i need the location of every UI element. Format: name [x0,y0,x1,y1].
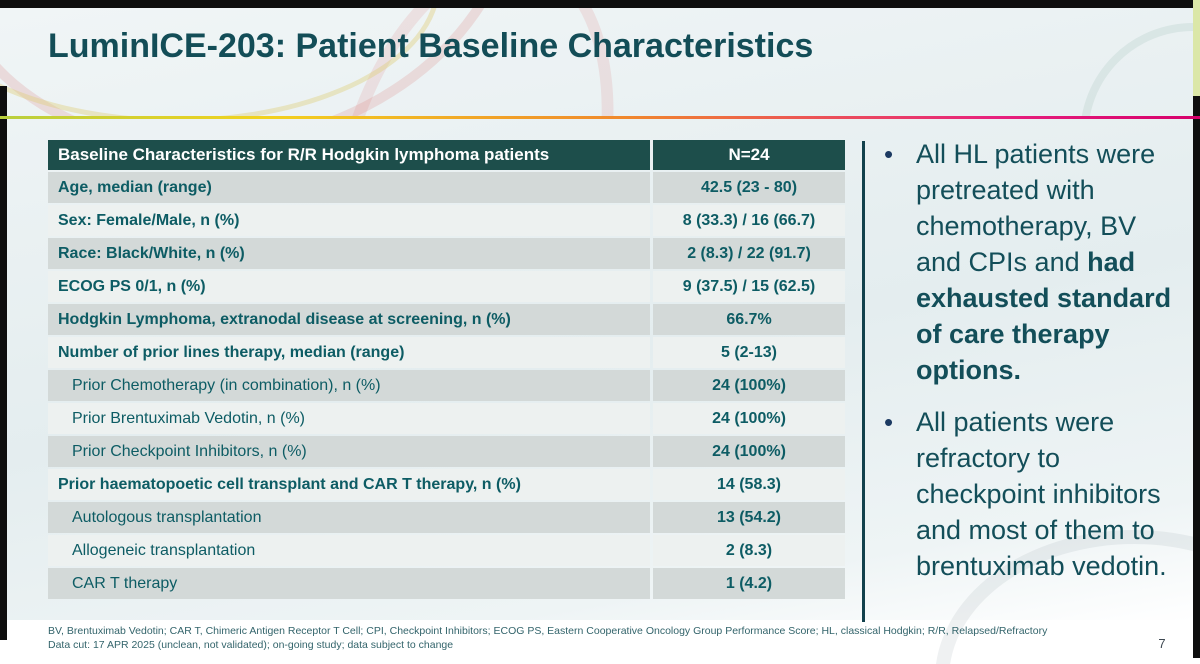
row-label: Race: Black/White, n (%) [48,238,650,269]
table-row: Prior Checkpoint Inhibitors, n (%) 24 (10… [48,436,845,467]
table-row: Race: Black/White, n (%) 2 (8.3) / 22 (91… [48,238,845,269]
row-label: Hodgkin Lymphoma, extranodal disease at … [48,304,650,335]
table-row: Prior haematopoetic cell transplant and … [48,469,845,500]
vertical-divider [862,141,865,622]
baseline-characteristics-table: Baseline Characteristics for R/R Hodgkin… [48,140,845,599]
row-label: Prior Chemotherapy (in combination), n (… [48,370,650,401]
title-divider-gradient [0,116,1200,119]
row-value: 5 (2-13) [653,337,845,368]
table-row: Sex: Female/Male, n (%) 8 (33.3) / 16 (66… [48,205,845,236]
key-point-text: All patients were refractory to checkpoi… [916,407,1167,581]
table-row: Autologous transplantation 13 (54.2) [48,502,845,533]
letterbox-left-bar [0,86,7,640]
row-label: Prior Checkpoint Inhibitors, n (%) [48,436,650,467]
row-value: 13 (54.2) [653,502,845,533]
row-value: 24 (100%) [653,436,845,467]
footnote-abbreviations: BV, Brentuximab Vedotin; CAR T, Chimeric… [48,625,1048,637]
row-value: 66.7% [653,304,845,335]
key-points-list: • All HL patients were pretreated with ch… [884,136,1188,600]
row-value: 24 (100%) [653,370,845,401]
key-point: • All patients were refractory to checkpo… [884,404,1188,584]
page-number: 7 [1158,636,1166,651]
bullet-icon: • [884,407,894,437]
footnote: BV, Brentuximab Vedotin; CAR T, Chimeric… [48,624,1108,652]
table-body: Age, median (range) 42.5 (23 - 80) Sex: Fe… [48,172,845,599]
table-header-n: N=24 [653,140,845,170]
row-label: Prior haematopoetic cell transplant and … [48,469,650,500]
table-row: CAR T therapy 1 (4.2) [48,568,845,599]
footnote-datacut: Data cut: 17 APR 2025 (unclean, not vali… [48,639,454,651]
row-label: Autologous transplantation [48,502,650,533]
right-edge-green-strip [1193,0,1200,96]
page-title: LuminICE-203: Patient Baseline Character… [48,27,814,65]
table-row: Allogeneic transplantation 2 (8.3) [48,535,845,566]
letterbox-right-bar [1193,96,1200,658]
table-row: Number of prior lines therapy, median (r… [48,337,845,368]
table-row: Prior Brentuximab Vedotin, n (%) 24 (100%… [48,403,845,434]
row-label: Age, median (range) [48,172,650,203]
table-row: Age, median (range) 42.5 (23 - 80) [48,172,845,203]
table-row: ECOG PS 0/1, n (%) 9 (37.5) / 15 (62.5) [48,271,845,302]
row-label: Prior Brentuximab Vedotin, n (%) [48,403,650,434]
row-value: 24 (100%) [653,403,845,434]
key-point-text: All HL patients were pretreated with che… [916,139,1172,385]
row-label: Allogeneic transplantation [48,535,650,566]
row-label: ECOG PS 0/1, n (%) [48,271,650,302]
bullet-icon: • [884,139,894,169]
title-decoration-band [0,8,1200,118]
row-value: 9 (37.5) / 15 (62.5) [653,271,845,302]
letterbox-top-bar [0,0,1200,8]
row-value: 2 (8.3) [653,535,845,566]
row-label: Number of prior lines therapy, median (r… [48,337,650,368]
table-row: Prior Chemotherapy (in combination), n (… [48,370,845,401]
row-label: CAR T therapy [48,568,650,599]
row-value: 14 (58.3) [653,469,845,500]
row-value: 2 (8.3) / 22 (91.7) [653,238,845,269]
table-header-label: Baseline Characteristics for R/R Hodgkin… [48,140,650,170]
row-value: 42.5 (23 - 80) [653,172,845,203]
key-point: • All HL patients were pretreated with ch… [884,136,1188,388]
row-value: 8 (33.3) / 16 (66.7) [653,205,845,236]
row-label: Sex: Female/Male, n (%) [48,205,650,236]
table-header-row: Baseline Characteristics for R/R Hodgkin… [48,140,845,170]
row-value: 1 (4.2) [653,568,845,599]
table-row: Hodgkin Lymphoma, extranodal disease at … [48,304,845,335]
